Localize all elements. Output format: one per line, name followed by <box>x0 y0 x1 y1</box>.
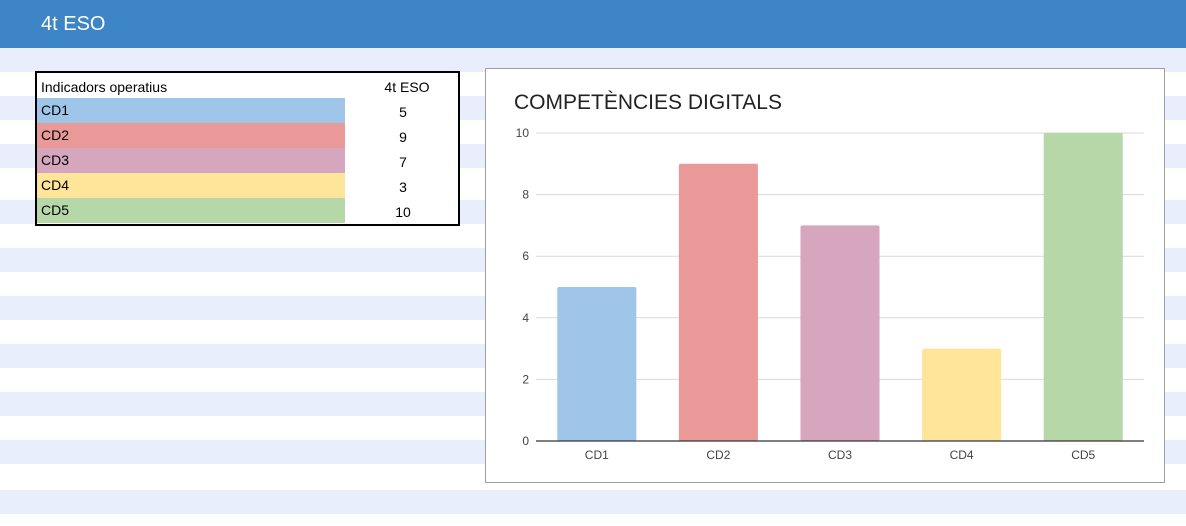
y-tick-label: 4 <box>522 311 529 325</box>
table-row-name: CD1 <box>41 102 70 118</box>
y-tick-label: 2 <box>522 372 529 386</box>
bar-cd2 <box>678 163 758 442</box>
x-tick-label: CD5 <box>1071 448 1095 462</box>
bar-cd3 <box>800 225 880 441</box>
table-row-name-cell[interactable]: CD1 <box>37 98 345 123</box>
chart-title: COMPETÈNCIES DIGITALS <box>514 91 782 114</box>
indicators-table: Indicadors operatius 4t ESO CD1 5 CD2 9 … <box>35 71 460 226</box>
table-row-value[interactable]: 9 <box>399 129 407 145</box>
table-row: CD2 9 <box>37 123 458 148</box>
y-tick-label: 6 <box>522 249 529 263</box>
bar-cd5 <box>1043 133 1123 441</box>
header-bar: 4t ESO <box>0 0 1186 48</box>
bar-cd1 <box>557 287 637 441</box>
table-header-row: Indicadors operatius 4t ESO <box>37 73 458 98</box>
background-band <box>0 490 1186 514</box>
table-row-name: CD4 <box>41 177 70 193</box>
table-row-name: CD2 <box>41 127 70 143</box>
table-row-value[interactable]: 10 <box>395 204 411 220</box>
table-row-name: CD5 <box>41 202 70 218</box>
y-tick-label: 10 <box>516 126 530 140</box>
bar-cd4 <box>922 348 1002 441</box>
table-row-name-cell[interactable]: CD3 <box>37 148 345 173</box>
table-row-value[interactable]: 7 <box>399 154 407 170</box>
table-row: CD1 5 <box>37 98 458 123</box>
x-tick-label: CD3 <box>828 448 852 462</box>
table-row-name-cell[interactable]: CD2 <box>37 123 345 148</box>
page-title: 4t ESO <box>41 13 106 35</box>
table-row-name-cell[interactable]: CD4 <box>37 173 345 198</box>
chart-canvas: COMPETÈNCIES DIGITALS 0 2 4 6 8 10 CD1 CD2 CD3 CD… <box>514 91 1144 462</box>
x-tick-label: CD1 <box>585 448 609 462</box>
y-tick-label: 8 <box>522 188 529 202</box>
bar-chart[interactable]: COMPETÈNCIES DIGITALS 0 2 4 6 8 10 CD1 CD2 CD3 CD… <box>485 68 1165 483</box>
table-row-value[interactable]: 3 <box>399 179 407 195</box>
table-header-label[interactable]: Indicadors operatius <box>41 79 168 95</box>
table-row: CD4 3 <box>37 173 458 198</box>
table-header-column[interactable]: 4t ESO <box>384 79 430 95</box>
table-row-name-cell[interactable]: CD5 <box>37 198 345 223</box>
x-tick-label: CD4 <box>950 448 974 462</box>
table-row-name: CD3 <box>41 152 70 168</box>
table-row: CD5 10 <box>37 198 458 223</box>
table-row-value[interactable]: 5 <box>399 104 407 120</box>
y-tick-label: 0 <box>522 434 529 448</box>
table-row: CD3 7 <box>37 148 458 173</box>
x-tick-label: CD2 <box>706 448 730 462</box>
